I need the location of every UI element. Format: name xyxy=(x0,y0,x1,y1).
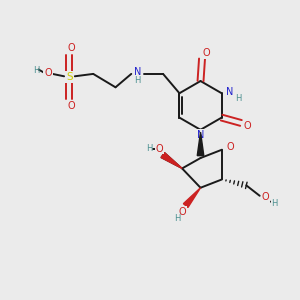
Text: S: S xyxy=(66,72,73,82)
Text: O: O xyxy=(262,192,269,202)
Text: O: O xyxy=(203,48,210,59)
Polygon shape xyxy=(197,132,204,156)
Text: O: O xyxy=(226,142,234,152)
Text: H: H xyxy=(34,66,40,75)
Text: H: H xyxy=(134,76,140,85)
Text: N: N xyxy=(226,87,234,97)
Text: O: O xyxy=(67,101,75,111)
Text: H: H xyxy=(271,199,278,208)
Text: N: N xyxy=(134,68,142,77)
Text: N: N xyxy=(197,130,204,140)
Polygon shape xyxy=(161,153,182,168)
Text: O: O xyxy=(244,121,251,131)
Text: O: O xyxy=(44,68,52,78)
Text: H: H xyxy=(175,214,181,224)
Polygon shape xyxy=(183,188,200,208)
Text: O: O xyxy=(179,207,187,217)
Polygon shape xyxy=(161,153,182,168)
Text: H: H xyxy=(235,94,241,103)
Text: O: O xyxy=(155,143,163,154)
Text: H: H xyxy=(146,144,153,153)
Text: O: O xyxy=(67,43,75,53)
